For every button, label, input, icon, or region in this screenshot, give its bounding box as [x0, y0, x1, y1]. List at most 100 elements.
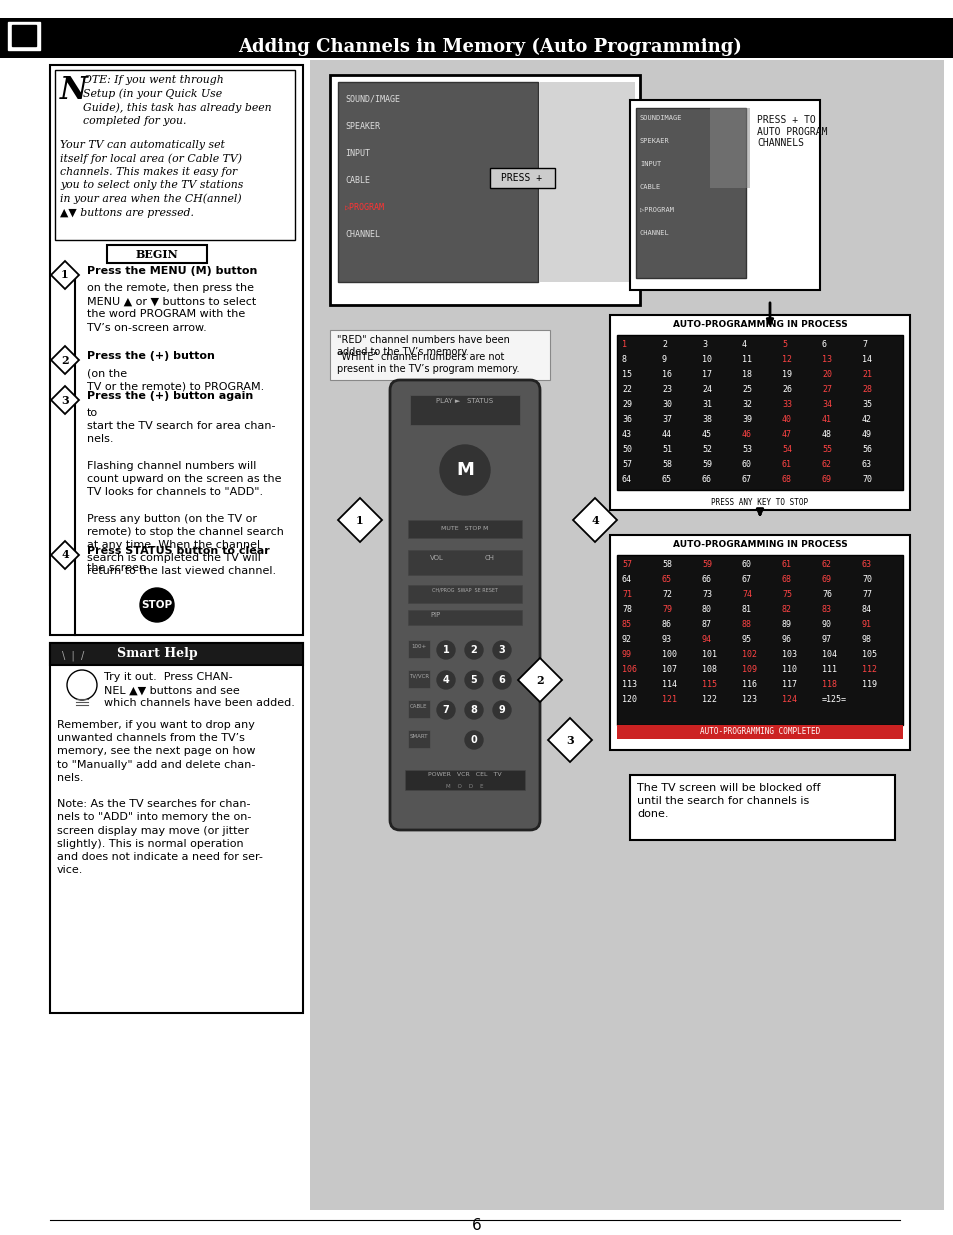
Text: 60: 60: [741, 459, 751, 469]
Text: 53: 53: [741, 445, 751, 454]
Text: 115: 115: [701, 680, 717, 689]
Bar: [107, 245, 207, 263]
Text: 72: 72: [661, 590, 671, 599]
Text: 3: 3: [701, 340, 706, 350]
Text: 6: 6: [498, 676, 505, 685]
Text: 111: 111: [821, 664, 836, 674]
Text: 117: 117: [781, 680, 796, 689]
Polygon shape: [51, 346, 79, 374]
Text: \  |  /: \ | /: [62, 651, 84, 661]
Text: 109: 109: [741, 664, 757, 674]
Text: 51: 51: [661, 445, 671, 454]
Bar: [609, 535, 909, 750]
Bar: [629, 776, 894, 840]
Text: 56: 56: [862, 445, 871, 454]
Text: STOP: STOP: [141, 600, 172, 610]
Text: INPUT: INPUT: [345, 149, 370, 158]
Text: 27: 27: [821, 385, 831, 394]
Text: 61: 61: [781, 459, 791, 469]
Text: 1: 1: [61, 269, 69, 280]
Circle shape: [439, 445, 490, 495]
Text: 76: 76: [821, 590, 831, 599]
Text: 47: 47: [781, 430, 791, 438]
Text: 119: 119: [862, 680, 876, 689]
Text: 8: 8: [470, 705, 476, 715]
Text: MUTE   STOP M: MUTE STOP M: [441, 526, 488, 531]
Bar: [12, 25, 36, 46]
Text: 3: 3: [565, 735, 574, 746]
Text: 122: 122: [701, 695, 717, 704]
Text: 82: 82: [781, 605, 791, 614]
Text: AUTO-PROGRAMMING IN PROCESS: AUTO-PROGRAMMING IN PROCESS: [672, 540, 846, 550]
Text: 58: 58: [661, 559, 671, 569]
Text: 4: 4: [741, 340, 746, 350]
Text: 80: 80: [701, 605, 711, 614]
Text: 85: 85: [621, 620, 631, 629]
Text: PRESS ANY KEY TO STOP: PRESS ANY KEY TO STOP: [711, 498, 808, 508]
Text: 37: 37: [661, 415, 671, 424]
Text: 5: 5: [470, 676, 476, 685]
Text: 60: 60: [741, 559, 751, 569]
Text: 97: 97: [821, 635, 831, 643]
Bar: [617, 335, 902, 490]
Text: 71: 71: [621, 590, 631, 599]
Circle shape: [67, 671, 97, 700]
Text: 123: 123: [741, 695, 757, 704]
Text: SMART: SMART: [410, 734, 428, 739]
Bar: [408, 610, 521, 625]
Text: 103: 103: [781, 650, 796, 659]
Bar: [0, 19, 953, 58]
Text: 66: 66: [701, 475, 711, 484]
Text: 90: 90: [821, 620, 831, 629]
Text: 92: 92: [621, 635, 631, 643]
Text: 96: 96: [781, 635, 791, 643]
Text: 101: 101: [701, 650, 717, 659]
Text: 102: 102: [741, 650, 757, 659]
Text: 46: 46: [741, 430, 751, 438]
Text: POWER   VCR   CEL   TV: POWER VCR CEL TV: [428, 772, 501, 777]
Text: 5: 5: [781, 340, 786, 350]
Text: 120: 120: [621, 695, 637, 704]
Text: 45: 45: [701, 430, 711, 438]
Text: "RED" channel numbers have been
added to the TV’s memory.: "RED" channel numbers have been added to…: [336, 335, 509, 357]
Text: 78: 78: [621, 605, 631, 614]
Text: 113: 113: [621, 680, 637, 689]
Bar: [405, 769, 524, 790]
Text: Your TV can automatically set
itself for local area (or Cable TV)
channels. This: Your TV can automatically set itself for…: [60, 140, 243, 217]
Bar: [539, 82, 635, 282]
Bar: [410, 395, 519, 425]
Text: PRESS + TO
AUTO PROGRAM
CHANNELS: PRESS + TO AUTO PROGRAM CHANNELS: [757, 115, 826, 148]
Polygon shape: [517, 658, 561, 701]
Text: 9: 9: [661, 354, 666, 364]
Text: 89: 89: [781, 620, 791, 629]
Text: 95: 95: [741, 635, 751, 643]
Text: 86: 86: [661, 620, 671, 629]
Text: 88: 88: [741, 620, 751, 629]
Bar: [337, 82, 537, 282]
Circle shape: [140, 588, 173, 622]
Text: 124: 124: [781, 695, 796, 704]
Text: 118: 118: [821, 680, 836, 689]
Text: CABLE: CABLE: [410, 704, 427, 709]
Text: 91: 91: [862, 620, 871, 629]
Text: TV/VCR: TV/VCR: [409, 674, 429, 679]
Text: 24: 24: [701, 385, 711, 394]
Text: 3: 3: [61, 394, 69, 405]
Text: OTE: If you went through
Setup (in your Quick Use
Guide), this task has already : OTE: If you went through Setup (in your …: [83, 75, 272, 126]
Text: 32: 32: [741, 400, 751, 409]
Circle shape: [436, 641, 455, 659]
Text: 64: 64: [621, 475, 631, 484]
Text: INPUT: INPUT: [639, 161, 660, 167]
Text: 29: 29: [621, 400, 631, 409]
Text: 8: 8: [621, 354, 626, 364]
Text: on the remote, then press the
MENU ▲ or ▼ buttons to select
the word PROGRAM wit: on the remote, then press the MENU ▲ or …: [87, 283, 256, 332]
Text: VOL: VOL: [430, 555, 443, 561]
Text: 67: 67: [741, 576, 751, 584]
Bar: [490, 168, 555, 188]
Polygon shape: [51, 261, 79, 289]
Circle shape: [464, 731, 482, 748]
Text: Adding Channels in Memory (Auto Programming): Adding Channels in Memory (Auto Programm…: [238, 38, 741, 56]
Bar: [629, 100, 820, 290]
Bar: [617, 555, 902, 725]
Text: 58: 58: [661, 459, 671, 469]
